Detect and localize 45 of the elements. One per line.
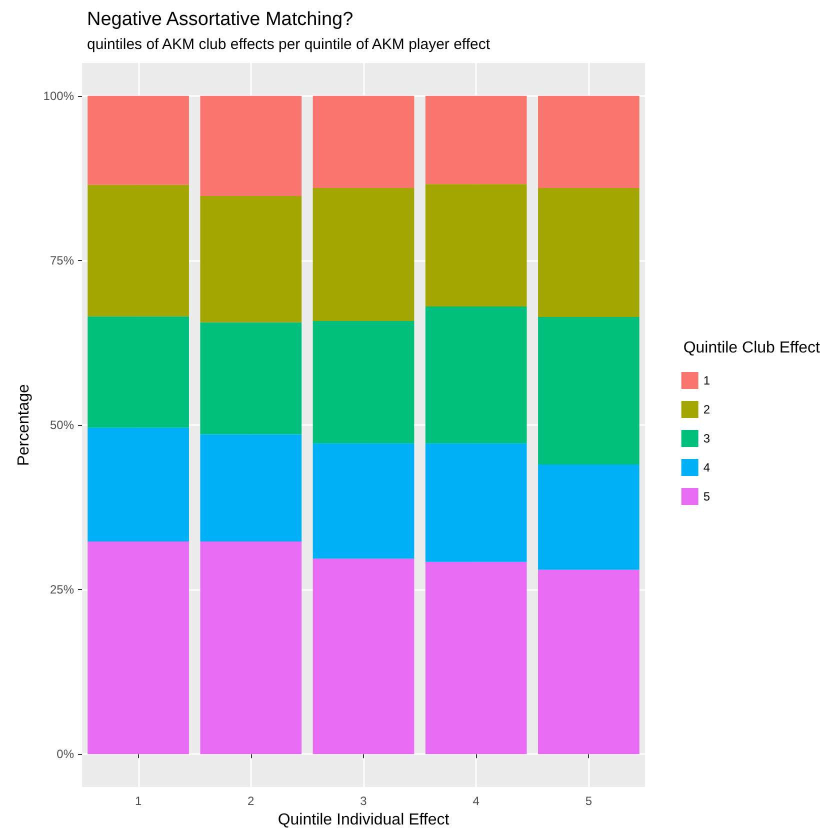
y-tick-label: 50%	[50, 418, 74, 432]
bar	[88, 184, 189, 316]
bar	[88, 428, 189, 542]
chart-title: Negative Assortative Matching?	[87, 9, 354, 30]
bar	[200, 542, 302, 754]
bar	[312, 188, 414, 322]
legend-label: 3	[703, 432, 710, 446]
bar	[312, 443, 414, 559]
bar	[312, 558, 414, 754]
bar	[538, 570, 640, 754]
x-tick-label: 5	[585, 794, 592, 808]
legend-title: Quintile Club Effect	[683, 340, 821, 356]
bar	[312, 96, 414, 188]
x-tick-label: 1	[134, 794, 142, 808]
legend-label: 1	[703, 374, 710, 388]
bar	[88, 96, 189, 185]
bar	[88, 316, 189, 428]
bar	[425, 306, 527, 444]
x-tick-label: 3	[360, 794, 368, 808]
bar	[200, 96, 302, 196]
bar	[200, 322, 302, 434]
bar	[538, 464, 640, 570]
x-axis-title: Quintile Individual Effect	[278, 811, 450, 828]
bar	[538, 317, 640, 464]
y-axis-title: Percentage	[16, 384, 32, 466]
bar	[200, 434, 302, 542]
y-tick-label: 100%	[43, 88, 74, 103]
chart-subtitle: quintiles of AKM club effects per quintile of AKM player effect	[87, 36, 491, 53]
bar	[88, 542, 189, 754]
bar	[425, 184, 527, 307]
bar	[538, 96, 640, 188]
bar	[312, 321, 414, 444]
y-tick-label: 25%	[50, 582, 74, 597]
bar	[425, 443, 527, 562]
legend-label: 4	[703, 460, 710, 474]
bar	[538, 188, 640, 318]
bar	[200, 196, 302, 322]
y-tick-label: 75%	[50, 253, 74, 268]
bar	[425, 96, 527, 184]
x-tick-label: 2	[248, 794, 255, 808]
legend-label: 2	[703, 402, 710, 416]
y-tick-label: 0%	[56, 747, 74, 762]
bar	[425, 562, 527, 754]
legend-label: 5	[703, 490, 710, 504]
x-tick-label: 4	[472, 794, 480, 808]
